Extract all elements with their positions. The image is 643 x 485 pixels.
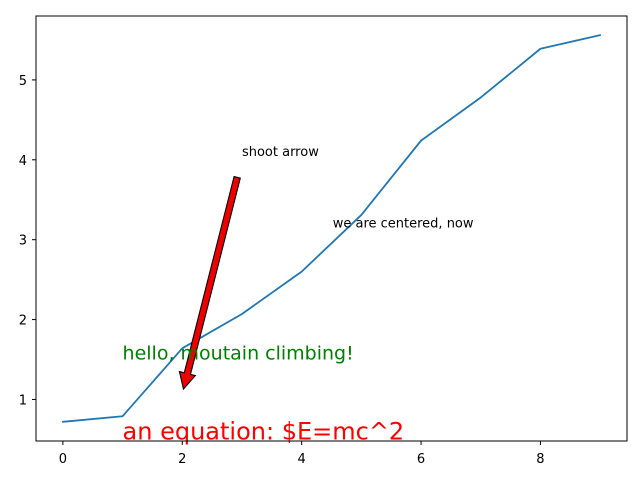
climbing-annotation: hello, moutain climbing! <box>123 343 354 365</box>
y-tick-label-2: 2 <box>19 314 27 329</box>
shoot-annotation: shoot arrow <box>242 145 319 160</box>
y-tick-label-3: 3 <box>19 234 27 249</box>
plot-background <box>36 16 627 441</box>
series-line-0 <box>61 34 602 423</box>
x-tick-label-8: 8 <box>536 452 544 467</box>
x-tick-label-6: 6 <box>417 452 425 467</box>
centered-annotation: we are centered, now <box>333 217 474 232</box>
y-tick-label-5: 5 <box>19 74 27 89</box>
x-tick-label-0: 0 <box>59 452 67 467</box>
series-layer <box>61 34 602 423</box>
y-tick-label-1: 1 <box>19 393 27 408</box>
x-tick-label-2: 2 <box>178 452 186 467</box>
shoot-arrow <box>178 175 241 391</box>
y-tick-label-4: 4 <box>19 154 27 169</box>
axes-layer: 0 2 4 6 8 1 2 3 4 5 <box>19 15 628 467</box>
plot-area <box>36 16 627 441</box>
x-tick-label-4: 4 <box>298 452 306 467</box>
plot-frame <box>35 15 628 442</box>
